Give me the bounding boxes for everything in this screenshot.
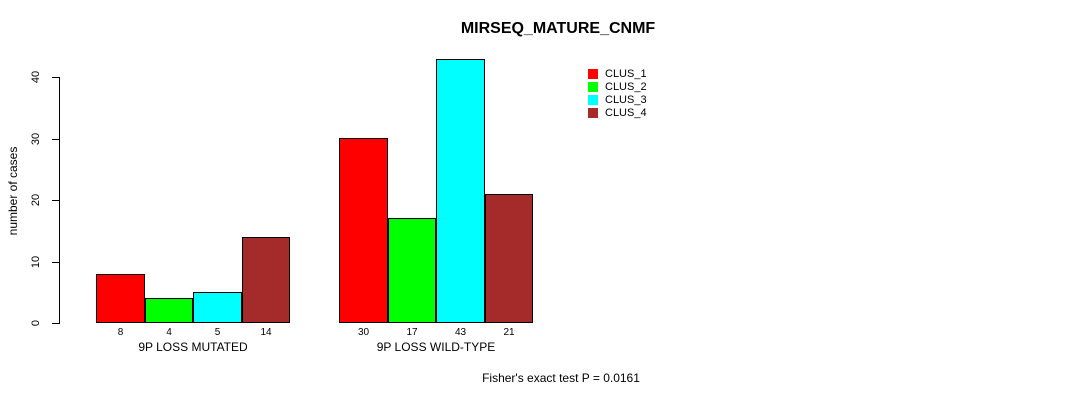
legend-item: CLUS_3 (588, 93, 647, 106)
legend: CLUS_1 CLUS_2 CLUS_3 CLUS_4 (588, 67, 647, 119)
legend-swatch-clus4 (588, 107, 598, 118)
legend-swatch-clus3 (588, 94, 598, 105)
bar-clus_1-group1 (339, 138, 388, 323)
legend-label: CLUS_4 (605, 106, 647, 119)
y-tick-mark (52, 200, 59, 201)
annotation-text: Fisher's exact test P = 0.0161 (482, 371, 640, 385)
bar-value-label: 5 (214, 327, 221, 338)
bar-clus_2-group1 (388, 218, 436, 323)
chart-title: MIRSEQ_MATURE_CNMF (460, 20, 656, 37)
y-tick-mark (52, 77, 59, 78)
bar-clus_4-group1 (485, 194, 533, 323)
bar-clus_3-group0 (193, 292, 242, 323)
bar-value-label: 8 (117, 327, 124, 338)
legend-swatch-clus1 (588, 68, 598, 79)
bar-clus_4-group0 (242, 237, 290, 323)
x-group-label-mutated: 9P LOSS MUTATED (138, 340, 248, 354)
y-tick-label: 10 (30, 255, 42, 269)
x-group-label-wild-type: 9P LOSS WILD-TYPE (376, 340, 496, 354)
y-tick-label: 0 (30, 319, 42, 327)
legend-label: CLUS_3 (605, 93, 647, 106)
legend-label: CLUS_1 (605, 67, 647, 80)
y-axis-line (59, 77, 60, 324)
y-tick-mark (52, 262, 59, 263)
bar-value-label: 17 (406, 327, 418, 338)
bar-value-label: 43 (454, 327, 467, 338)
y-tick-label: 40 (30, 70, 42, 84)
bar-value-label: 14 (260, 327, 272, 338)
bar-clus_1-group0 (96, 274, 145, 323)
y-tick-label: 20 (30, 193, 42, 207)
y-axis-label: number of cases (6, 146, 20, 236)
bar-value-label: 30 (357, 327, 370, 338)
y-tick-label: 30 (30, 132, 42, 146)
legend-label: CLUS_2 (605, 80, 647, 93)
legend-item: CLUS_4 (588, 106, 647, 119)
legend-item: CLUS_2 (588, 80, 647, 93)
bar-clus_2-group0 (145, 298, 193, 323)
bar-value-label: 21 (503, 327, 515, 338)
y-tick-mark (52, 139, 59, 140)
legend-item: CLUS_1 (588, 67, 647, 80)
legend-swatch-clus2 (588, 81, 598, 92)
bar-value-label: 4 (166, 327, 172, 338)
bar-clus_3-group1 (436, 59, 485, 323)
y-tick-mark (52, 323, 59, 324)
